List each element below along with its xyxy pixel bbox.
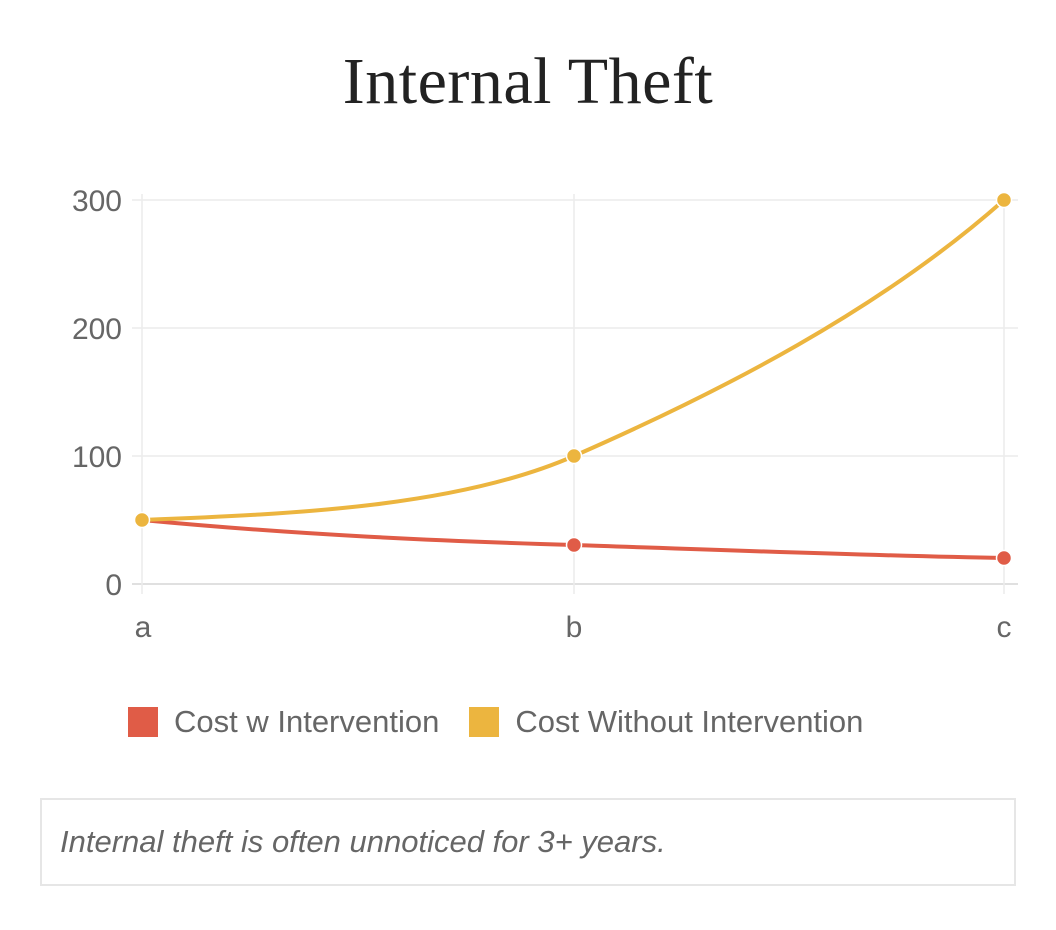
grid-lines <box>132 194 1018 594</box>
chart-title: Internal Theft <box>342 45 714 118</box>
data-point[interactable] <box>133 511 151 529</box>
legend-label: Cost w Intervention <box>174 704 440 739</box>
chart-legend: Cost w Intervention Cost Without Interve… <box>128 704 893 740</box>
y-axis: 300 200 100 0 <box>72 185 122 602</box>
x-tick-b: b <box>566 611 583 644</box>
line-chart: 300 200 100 0 a b c <box>72 185 1018 644</box>
legend-label: Cost Without Intervention <box>515 704 864 739</box>
y-tick-0: 0 <box>105 569 122 602</box>
data-point[interactable] <box>565 536 583 554</box>
legend-item-with-intervention[interactable]: Cost w Intervention <box>128 704 439 740</box>
data-point[interactable] <box>995 191 1013 209</box>
data-point[interactable] <box>995 549 1013 567</box>
y-tick-200: 200 <box>72 313 122 346</box>
y-tick-100: 100 <box>72 441 122 474</box>
series-points-without-intervention <box>133 191 1013 529</box>
legend-item-without-intervention[interactable]: Cost Without Intervention <box>469 704 863 740</box>
series-points-with-intervention <box>565 536 1013 567</box>
x-tick-c: c <box>997 611 1012 644</box>
legend-swatch-icon <box>469 707 500 737</box>
chart-caption-note: Internal theft is often unnoticed for 3+… <box>40 798 1016 886</box>
data-point[interactable] <box>565 447 583 465</box>
x-tick-a: a <box>135 611 152 644</box>
x-axis: a b c <box>135 611 1012 644</box>
legend-swatch-icon <box>128 707 158 737</box>
y-tick-300: 300 <box>72 185 122 218</box>
series-line-without-intervention <box>141 198 1006 522</box>
